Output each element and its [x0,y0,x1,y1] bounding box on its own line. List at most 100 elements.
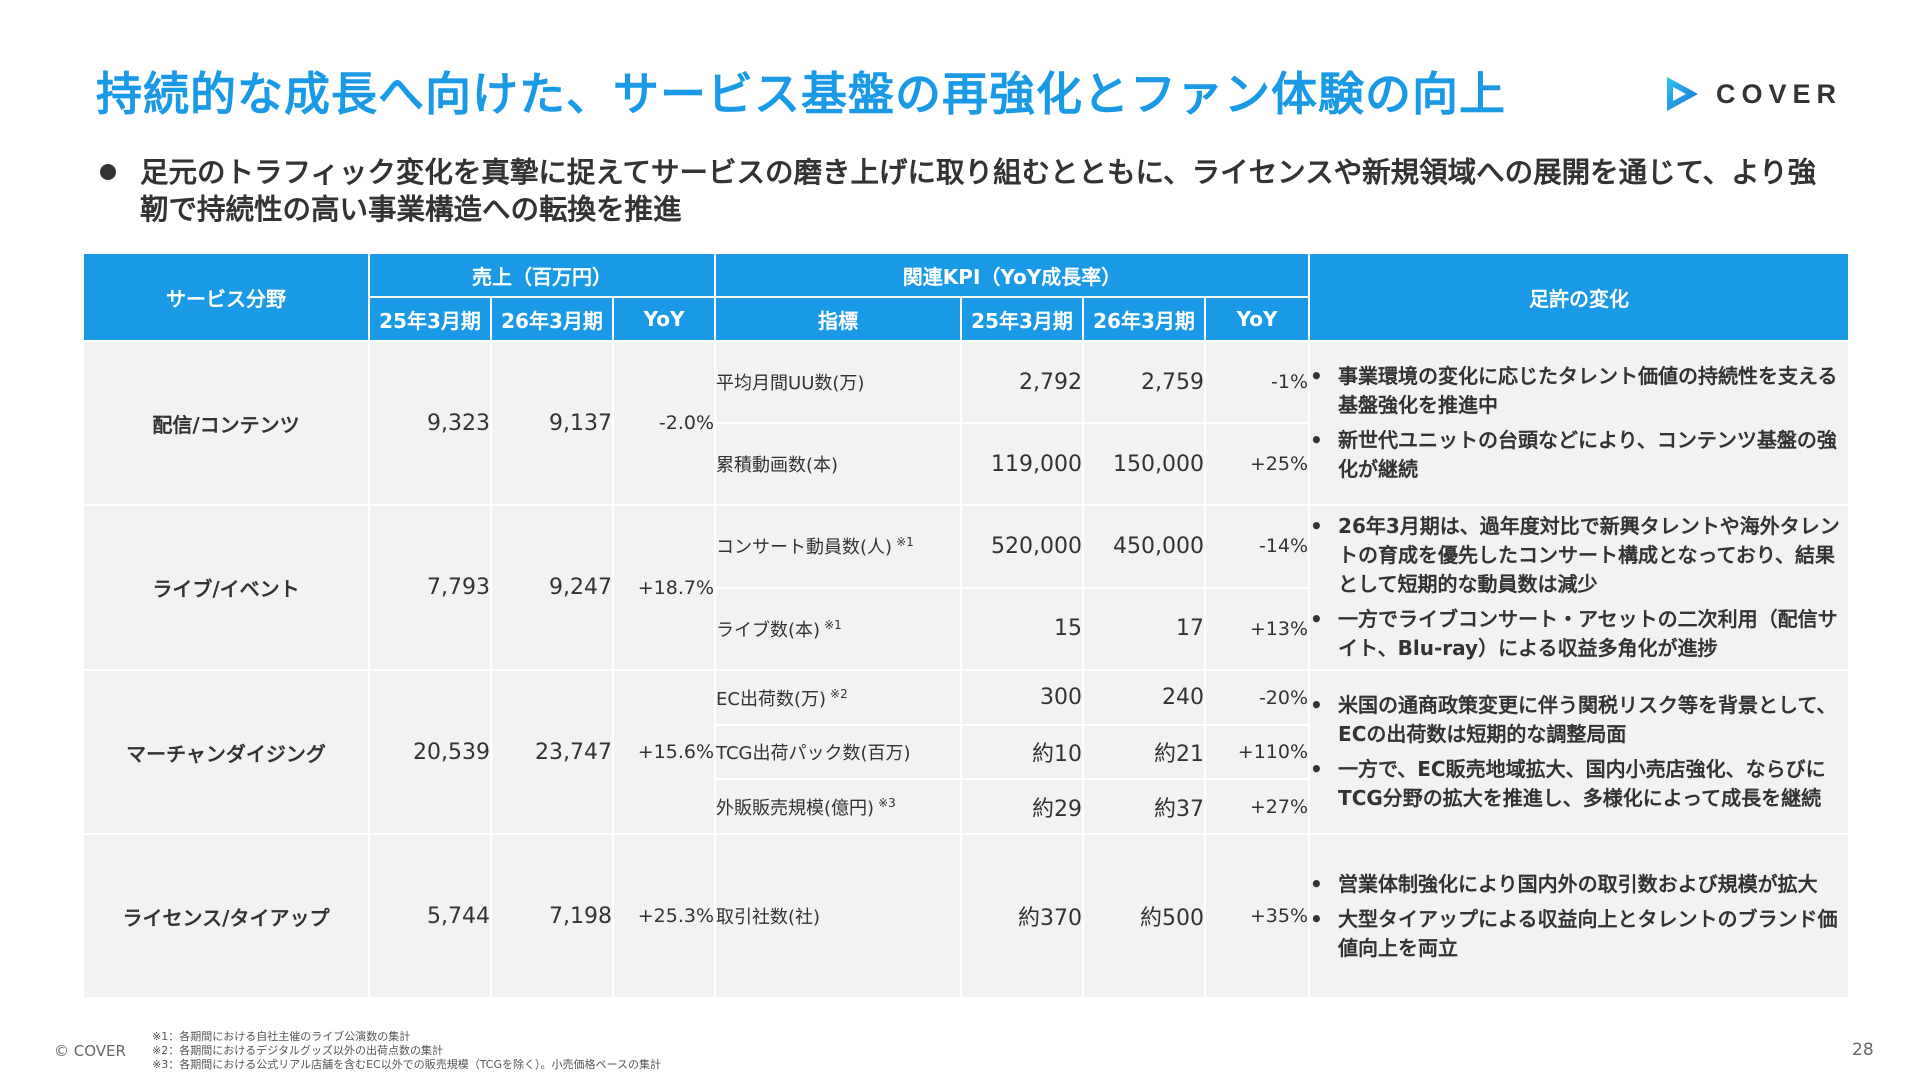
kpi-fy26: 450,000 [1082,504,1207,589]
changes-cell: • 米国の通商政策変更に伴う関税リスク等を背景として、ECの出荷数は短期的な調整局… [1308,669,1851,835]
kpi-yoy: +13% [1204,586,1311,671]
kpi-yoy: -20% [1204,669,1311,726]
kpi-indicator: EC出荷数(万) ※2 [714,669,963,726]
kpi-indicator: 外販販売規模(億円) ※3 [714,778,963,835]
kpi-fy25: 300 [960,669,1085,726]
change-note: • 新世代ユニットの台頭などにより、コンテンツ基盤の強化が継続 [1310,426,1848,484]
kpi-fy26: 約21 [1082,724,1207,780]
kpi-fy25: 15 [960,586,1085,671]
service-name: 配信/コンテンツ [82,340,370,506]
sales-yoy: +18.7% [611,504,717,671]
kpi-yoy: -14% [1204,504,1311,589]
sales-fy25: 9,323 [368,340,492,506]
change-note: • 事業環境の変化に応じたタレント価値の持続性を支える基盤強化を推進中 [1310,362,1848,420]
copyright: © COVER [54,1042,126,1060]
kpi-yoy: +25% [1204,422,1311,506]
change-note: • 営業体制強化により国内外の取引数および規模が拡大 [1310,870,1848,899]
header-kpi-fy26: 26年3月期 [1082,296,1207,342]
header-changes: 足許の変化 [1308,252,1851,342]
bullet-dot-icon: • [1310,693,1323,717]
changes-cell: • 26年3月期は、過年度対比で新興タレントや海外タレントの育成を優先したコンサー… [1308,504,1851,671]
change-note-text: 26年3月期は、過年度対比で新興タレントや海外タレントの育成を優先したコンサート… [1338,514,1840,596]
header-kpi: 関連KPI（YoY成長率） [714,252,1311,298]
kpi-fy25: 約370 [960,833,1085,999]
lead-text: 足元のトラフィック変化を真摯に捉えてサービスの磨き上げに取り組むとともに、ライセ… [140,156,1817,226]
footnotes: ※1：各期間における自社主催のライブ公演数の集計 ※2：各期間におけるデジタルグ… [152,1030,661,1072]
kpi-indicator: TCG出荷パック数(百万) [714,724,963,780]
kpi-indicator: 累積動画数(本) [714,422,963,506]
change-note-text: 米国の通商政策変更に伴う関税リスク等を背景として、ECの出荷数は短期的な調整局面 [1338,693,1837,746]
changes-cell: • 営業体制強化により国内外の取引数および規模が拡大 • 大型タイアップによる収益向… [1308,833,1851,999]
page-title: 持続的な成長へ向けた、サービス基盤の再強化とファン体験の向上 [96,67,1506,121]
header-kpi-fy25: 25年3月期 [960,296,1085,342]
header-service: サービス分野 [82,252,370,342]
header-indicator: 指標 [714,296,963,342]
logo-text: COVER [1716,78,1843,109]
footnote: ※2：各期間におけるデジタルグッズ以外の出荷点数の集計 [152,1044,443,1057]
kpi-indicator-name: EC出荷数(万) [716,688,827,710]
sales-fy25: 7,793 [368,504,492,671]
header-yoy: YoY [611,296,717,342]
kpi-indicator: 平均月間UU数(万) [714,340,963,424]
sales-yoy: -2.0% [611,340,717,506]
lead-statement: 足元のトラフィック変化を真摯に捉えてサービスの磨き上げに取り組むとともに、ライセ… [100,154,1840,228]
footnote-mark: ※1 [824,617,842,632]
footnote: ※3：各期間における公式リアル店舗を含むEC以外での販売規模（TCGを除く）。小… [152,1058,661,1071]
kpi-fy26: 約37 [1082,778,1207,835]
kpi-indicator-name: 取引社数(社) [716,907,821,928]
header-fy26: 26年3月期 [490,296,614,342]
kpi-indicator-name: コンサート動員数(人) [716,537,893,559]
change-note: • 米国の通商政策変更に伴う関税リスク等を背景として、ECの出荷数は短期的な調整局… [1310,691,1848,749]
kpi-table: サービス分野 売上（百万円） 関連KPI（YoY成長率） 足許の変化 25年3月… [82,252,1851,999]
kpi-fy25: 約29 [960,778,1085,835]
kpi-indicator: コンサート動員数(人) ※1 [714,504,963,589]
change-note-text: 大型タイアップによる収益向上とタレントのブランド価値向上を両立 [1338,906,1838,960]
header-fy25: 25年3月期 [368,296,492,342]
change-note: • 一方で、EC販売地域拡大、国内小売店強化、ならびにTCG分野の拡大を推進し、多… [1310,755,1848,813]
service-name: ライセンス/タイアップ [82,833,370,999]
change-note: • 26年3月期は、過年度対比で新興タレントや海外タレントの育成を優先したコンサー… [1310,512,1848,599]
sales-fy25: 5,744 [368,833,492,999]
sales-fy25: 20,539 [368,669,492,835]
kpi-indicator-name: 平均月間UU数(万) [716,373,865,394]
sales-fy26: 23,747 [490,669,614,835]
change-note-text: 事業環境の変化に応じたタレント価値の持続性を支える基盤強化を推進中 [1338,364,1838,417]
footnote: ※1：各期間における自社主催のライブ公演数の集計 [152,1030,411,1043]
kpi-indicator: ライブ数(本) ※1 [714,586,963,671]
bullet-dot-icon: • [1310,364,1323,388]
kpi-fy25: 119,000 [960,422,1085,506]
bullet-dot-icon: • [1310,607,1323,631]
bullet-dot-icon: • [1310,757,1323,781]
changes-cell: • 事業環境の変化に応じたタレント価値の持続性を支える基盤強化を推進中 • 新世代ユ… [1308,340,1851,506]
kpi-fy25: 2,792 [960,340,1085,424]
kpi-yoy: +35% [1204,833,1311,999]
kpi-fy26: 約500 [1082,833,1207,999]
kpi-yoy: +27% [1204,778,1311,835]
sales-fy26: 9,247 [490,504,614,671]
kpi-indicator-name: ライブ数(本) [716,619,821,641]
change-note-text: 一方で、EC販売地域拡大、国内小売店強化、ならびにTCG分野の拡大を推進し、多様… [1338,757,1826,810]
cover-logo: COVER [1662,74,1842,114]
bullet-dot-icon [100,164,116,180]
kpi-fy26: 150,000 [1082,422,1207,506]
kpi-fy26: 240 [1082,669,1207,726]
footnote-mark: ※1 [896,535,914,550]
kpi-indicator-name: 累積動画数(本) [716,455,839,476]
sales-fy26: 7,198 [490,833,614,999]
service-name: ライブ/イベント [82,504,370,671]
kpi-indicator-name: TCG出荷パック数(百万) [716,743,911,764]
header-sales: 売上（百万円） [367,252,717,298]
kpi-fy25: 約10 [960,724,1085,780]
cover-logo-icon [1667,77,1698,111]
change-note-text: 新世代ユニットの台頭などにより、コンテンツ基盤の強化が継続 [1338,428,1837,481]
kpi-indicator: 取引社数(社) [714,833,963,999]
kpi-fy26: 17 [1082,586,1207,671]
sales-yoy: +15.6% [611,669,717,835]
change-note-text: 一方でライブコンサート・アセットの二次利用（配信サイト、Blu-ray）による収… [1338,607,1838,660]
kpi-indicator-name: 外販販売規模(億円) [716,797,875,819]
service-name: マーチャンダイジング [82,669,370,835]
bullet-dot-icon: • [1310,514,1323,538]
change-note: • 一方でライブコンサート・アセットの二次利用（配信サイト、Blu-ray）による… [1310,605,1848,663]
footnote-mark: ※3 [878,795,896,810]
footnote-mark: ※2 [830,686,848,701]
